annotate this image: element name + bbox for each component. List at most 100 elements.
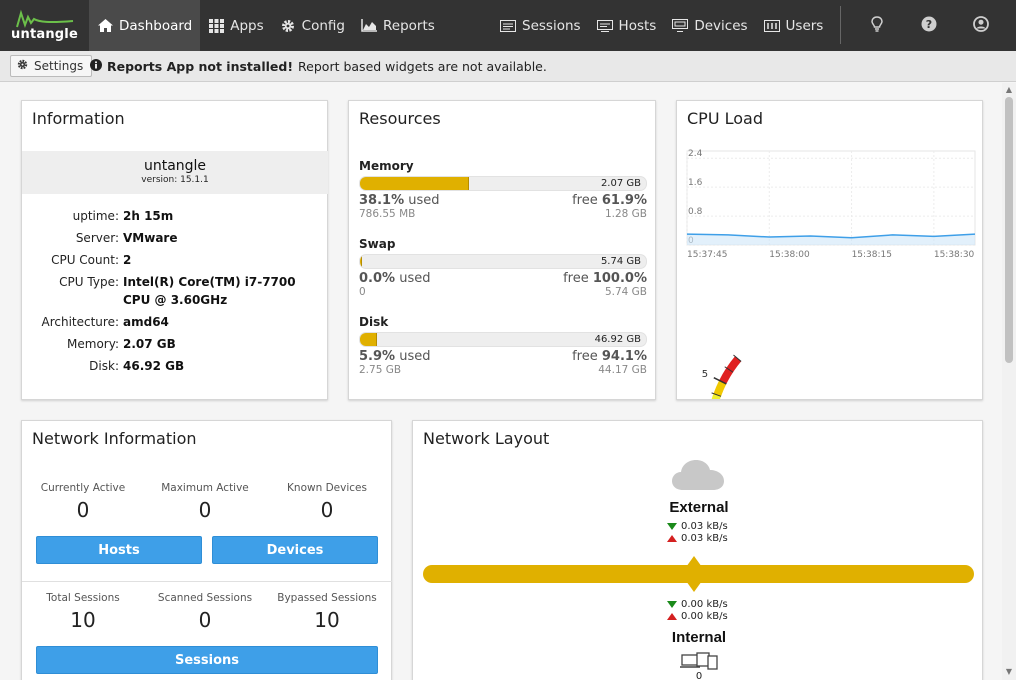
information-widget: Information untangle version: 15.1.1 upt…: [21, 100, 328, 400]
nav-users-label: Users: [785, 17, 824, 34]
gauge-tick: [724, 366, 734, 373]
devices-button[interactable]: Devices: [212, 536, 378, 564]
scroll-up-icon[interactable]: ▲: [1005, 85, 1013, 94]
info-row-disk: Disk: 46.92 GB: [22, 357, 328, 375]
free-word: free: [563, 271, 589, 286]
resource-free: free 100.0%: [563, 271, 647, 286]
resource-free: free 94.1%: [572, 349, 647, 364]
info-value: 46.92 GB: [123, 359, 185, 373]
gauge-tick: [711, 392, 722, 397]
stat-label: Maximum Active: [161, 482, 249, 494]
network-information-title: Network Information: [32, 429, 197, 448]
nav-config[interactable]: Config: [272, 0, 353, 51]
info-key: Disk:: [89, 359, 119, 373]
resource-label: Swap: [359, 237, 396, 251]
y-tick-label: 0.8: [688, 207, 703, 217]
network-node-icon[interactable]: [681, 556, 707, 596]
network-information-widget: Network Information Currently Active 0 M…: [21, 420, 392, 680]
tips-button[interactable]: [851, 0, 903, 51]
resource-usage-line: 38.1% used free 61.9%: [359, 193, 647, 208]
nav-reports-label: Reports: [383, 17, 435, 34]
internal-upload-rate: 0.00 kB/s: [667, 611, 728, 622]
resource-free: free 61.9%: [572, 193, 647, 208]
info-key: Server:: [75, 231, 119, 245]
section-divider: [22, 581, 392, 582]
stat-maximum-active: Maximum Active 0: [144, 482, 266, 522]
scroll-down-icon[interactable]: ▼: [1005, 667, 1013, 676]
nav-divider: [840, 6, 841, 44]
stat-currently-active: Currently Active 0: [22, 482, 144, 522]
used-pct: 5.9%: [359, 349, 396, 364]
list-icon: [500, 19, 516, 33]
disk-bar-fill: [360, 333, 377, 346]
reports-notice: Reports App not installed! Report based …: [90, 59, 547, 74]
help-button[interactable]: ?: [903, 0, 955, 51]
network-layout-widget: Network Layout External 0.03 kB/s 0.03 k…: [412, 420, 983, 680]
sessions-button[interactable]: Sessions: [36, 646, 378, 674]
info-value: amd64: [123, 315, 169, 329]
free-pct: 94.1%: [601, 349, 647, 364]
nav-users[interactable]: Users: [756, 0, 832, 51]
used-word: used: [408, 193, 440, 208]
resource-used: 0.0% used: [359, 271, 430, 286]
x-tick-label: 15:37:45: [687, 250, 727, 260]
resource-usage-line: 0.0% used free 100.0%: [359, 271, 647, 286]
cpu-load-widget: CPU Load 00.81.62.415:37:4515:38:0015:38…: [676, 100, 983, 400]
rate-value: 0.00 kB/s: [681, 611, 728, 622]
free-amount: 1.28 GB: [604, 208, 647, 220]
resource-total: 2.07 GB: [600, 178, 641, 189]
nav-config-label: Config: [301, 17, 345, 34]
used-amount: 786.55 MB: [359, 208, 416, 220]
rate-value: 0.03 kB/s: [681, 521, 728, 532]
account-icon: [973, 15, 989, 36]
nav-devices[interactable]: Devices: [664, 0, 755, 51]
nav-sessions[interactable]: Sessions: [492, 0, 589, 51]
used-word: used: [399, 271, 431, 286]
stat-label: Scanned Sessions: [157, 592, 253, 604]
untangle-logo[interactable]: untangle: [0, 0, 89, 51]
resource-usage-line: 5.9% used free 94.1%: [359, 349, 647, 364]
nav-apps[interactable]: Apps: [200, 0, 271, 51]
info-value: 2: [123, 253, 132, 267]
stat-value: 0: [320, 498, 334, 522]
y-tick-label: 2.4: [688, 149, 703, 159]
stat-value: 0: [198, 498, 212, 522]
svg-text:?: ?: [926, 18, 932, 31]
stat-bypassed-sessions: Bypassed Sessions 10: [266, 592, 388, 632]
memory-bar-fill: [360, 177, 469, 190]
devices-icon[interactable]: [680, 652, 718, 674]
nav-hosts[interactable]: Hosts: [589, 0, 665, 51]
swap-bar: 5.74 GB: [359, 254, 647, 269]
stat-value: 10: [314, 608, 340, 632]
help-icon: ?: [921, 16, 937, 36]
swap-resource: Swap 5.74 GB 0.0% used free 100.0% 0 5.7…: [359, 237, 647, 298]
hosts-button[interactable]: Hosts: [36, 536, 202, 564]
resource-used: 38.1% used: [359, 193, 440, 208]
info-key: uptime:: [72, 209, 119, 223]
stat-label: Currently Active: [40, 482, 126, 494]
account-button[interactable]: [955, 0, 1007, 51]
used-word: used: [399, 349, 431, 364]
area-chart-icon: [361, 19, 377, 33]
grid-icon: [208, 18, 224, 33]
external-label: External: [669, 499, 729, 516]
resource-label: Disk: [359, 315, 389, 329]
disk-resource: Disk 46.92 GB 5.9% used free 94.1% 2.75 …: [359, 315, 647, 376]
info-value: 2.07 GB: [123, 337, 176, 351]
download-arrow-icon: [667, 601, 677, 608]
scrollbar-thumb[interactable]: [1005, 97, 1013, 363]
page-scrollbar[interactable]: ▲ ▼: [1002, 83, 1016, 680]
stat-value: 0: [76, 498, 90, 522]
nav-reports[interactable]: Reports: [353, 0, 443, 51]
info-row-uptime: uptime: 2h 15m: [22, 207, 328, 225]
y-tick-label: 1.6: [688, 178, 703, 188]
info-row-cpu-type: CPU Type: Intel(R) Core(TM) i7-7700 CPU @…: [22, 273, 328, 309]
free-word: free: [572, 349, 598, 364]
nav-dashboard[interactable]: Dashboard: [89, 0, 201, 51]
settings-button[interactable]: Settings: [10, 55, 93, 77]
memory-bar: 2.07 GB: [359, 176, 647, 191]
notice-bold: Reports App not installed!: [107, 59, 294, 74]
notice-message: Report based widgets are not available.: [298, 59, 547, 74]
free-pct: 61.9%: [601, 193, 647, 208]
upload-arrow-icon: [667, 535, 677, 542]
